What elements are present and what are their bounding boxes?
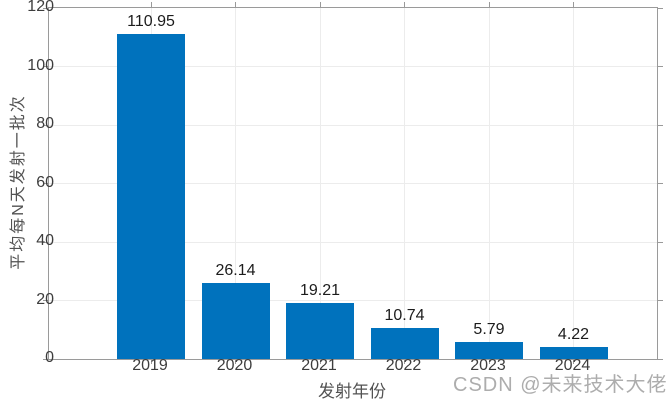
bar <box>370 327 439 359</box>
y-gridline <box>49 241 657 243</box>
bar <box>201 282 270 359</box>
plot-area: 110.95 26.14 19.21 10.74 5.79 4.22 <box>43 2 663 364</box>
y-tick-label: 120 <box>27 0 54 15</box>
y-tick-right <box>658 183 663 184</box>
y-tick-right <box>658 300 663 301</box>
x-tick-top <box>488 2 490 7</box>
y-tick-right <box>658 124 663 126</box>
y-tick-label: 100 <box>27 56 54 74</box>
y-gridline <box>49 66 657 67</box>
y-gridline <box>49 124 657 126</box>
y-axis-label: 平均每N天发射一批次 <box>10 94 27 270</box>
x-tick-top <box>235 2 236 7</box>
y-tick-left <box>43 300 48 301</box>
x-tick-label: 2020 <box>216 357 253 374</box>
x-tick-label: 2022 <box>385 357 422 374</box>
y-tick-label: 80 <box>36 115 54 132</box>
y-gridline <box>49 183 657 184</box>
x-gridline <box>488 8 490 359</box>
y-tick-label: 20 <box>36 290 54 308</box>
x-tick-bottom <box>150 359 152 364</box>
x-axis-label: 发射年份 <box>318 382 386 401</box>
x-tick-bottom <box>319 359 321 364</box>
bar <box>539 346 608 359</box>
y-tick-label: 60 <box>36 173 54 191</box>
x-tick-label: 2021 <box>301 357 337 374</box>
y-tick-label: 40 <box>36 232 54 249</box>
y-tick-label: 0 <box>45 349 54 366</box>
y-tick-left <box>43 66 48 67</box>
bar <box>286 302 354 359</box>
x-gridline <box>319 8 321 359</box>
bar-value-label: 19.21 <box>299 281 341 299</box>
y-tick-left <box>43 7 48 9</box>
y-tick-left <box>43 124 48 126</box>
x-gridline <box>235 8 236 359</box>
x-tick-top <box>319 2 321 7</box>
y-gridline <box>49 300 657 301</box>
bar-value-label: 4.22 <box>557 325 590 343</box>
y-tick-right <box>658 7 663 9</box>
x-tick-top <box>404 2 405 7</box>
x-tick-label: 2024 <box>554 357 591 374</box>
y-tick-left <box>43 183 48 184</box>
bar-value-label: 5.79 <box>473 321 505 339</box>
bar-value-label: 110.95 <box>127 13 175 31</box>
x-tick-label: 2023 <box>470 357 506 374</box>
x-tick-bottom <box>235 359 236 364</box>
x-gridline <box>404 8 405 359</box>
x-tick-top <box>150 2 152 7</box>
y-tick-left <box>43 358 48 360</box>
bar-value-label: 10.74 <box>384 306 425 324</box>
y-tick-left <box>43 241 48 243</box>
bar <box>117 34 185 359</box>
x-tick-bottom <box>573 359 574 364</box>
x-tick-bottom <box>488 359 490 364</box>
x-tick-label: 2019 <box>132 357 168 374</box>
x-tick-top <box>573 2 574 7</box>
watermark: CSDN @未来技术大佬 <box>453 374 668 396</box>
y-tick-right <box>658 241 663 243</box>
x-gridline <box>573 8 574 359</box>
x-tick-bottom <box>404 359 405 364</box>
bar-value-label: 26.14 <box>215 261 256 279</box>
bar <box>455 342 523 359</box>
y-tick-right <box>658 358 663 360</box>
y-tick-right <box>658 66 663 67</box>
